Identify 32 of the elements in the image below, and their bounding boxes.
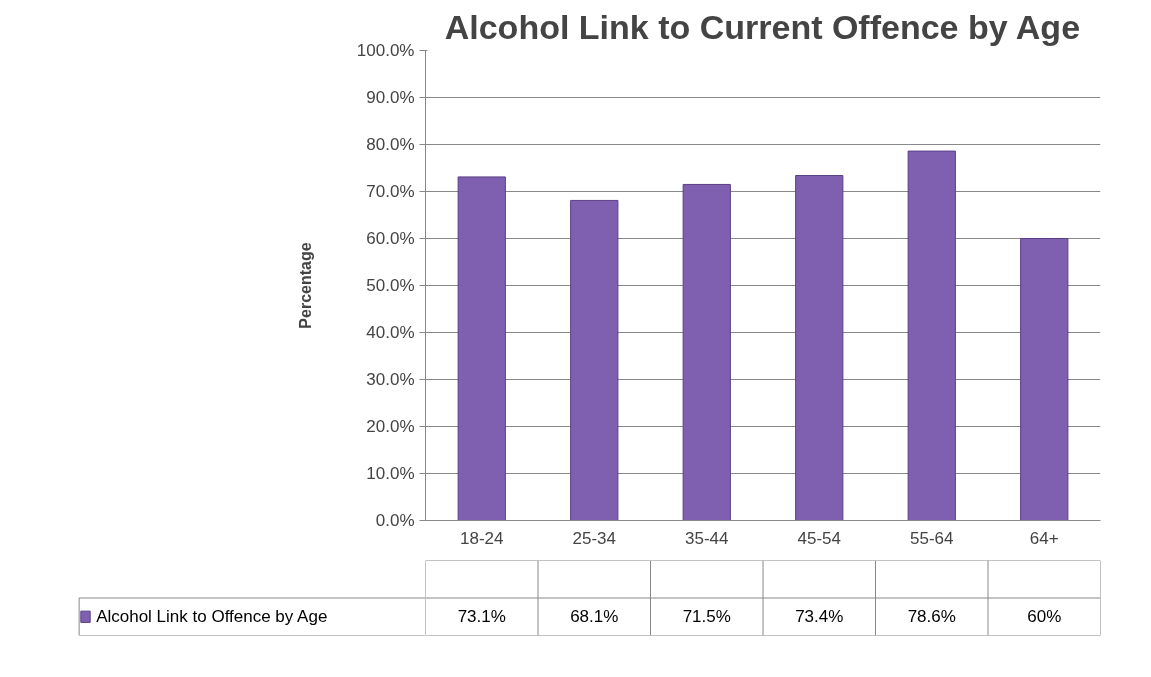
x-tick-label: 45-54 [797,528,841,548]
bar [570,199,619,521]
x-tick-label: 55-64 [910,528,954,548]
y-tick-label: 40.0% [366,323,415,342]
y-tick-label: 0.0% [375,511,415,530]
chart-title: Alcohol Link to Current Offence by Age [444,7,1081,46]
y-axis-title: Percentage [296,242,314,329]
bar [1020,238,1069,521]
bar [907,150,956,521]
x-tick-label: 35-44 [685,528,729,548]
y-tick-label: 80.0% [366,135,415,154]
y-tick-label: 90.0% [366,88,415,107]
x-tick-label: 64+ [1029,528,1059,548]
y-tick-label: 20.0% [366,417,415,436]
bar [682,183,731,521]
y-tick-label: 50.0% [366,276,415,295]
data-label: 68.1% [570,607,619,627]
y-tick-label: 100.0% [356,41,415,60]
x-tick-label: 18-24 [460,528,504,548]
data-label: 60% [1027,607,1062,627]
bar [795,175,844,521]
bar [457,176,506,521]
legend-label: Alcohol Link to Offence by Age [96,607,328,627]
y-tick-label: 10.0% [366,464,415,483]
y-tick-label: 30.0% [366,370,415,389]
data-label: 73.4% [795,607,844,627]
data-label: 78.6% [907,607,956,627]
x-tick-label: 25-34 [572,528,616,548]
y-tick-label: 70.0% [366,182,415,201]
data-label: 73.1% [457,607,506,627]
y-tick-label: 60.0% [366,229,415,248]
data-label: 71.5% [682,607,731,627]
